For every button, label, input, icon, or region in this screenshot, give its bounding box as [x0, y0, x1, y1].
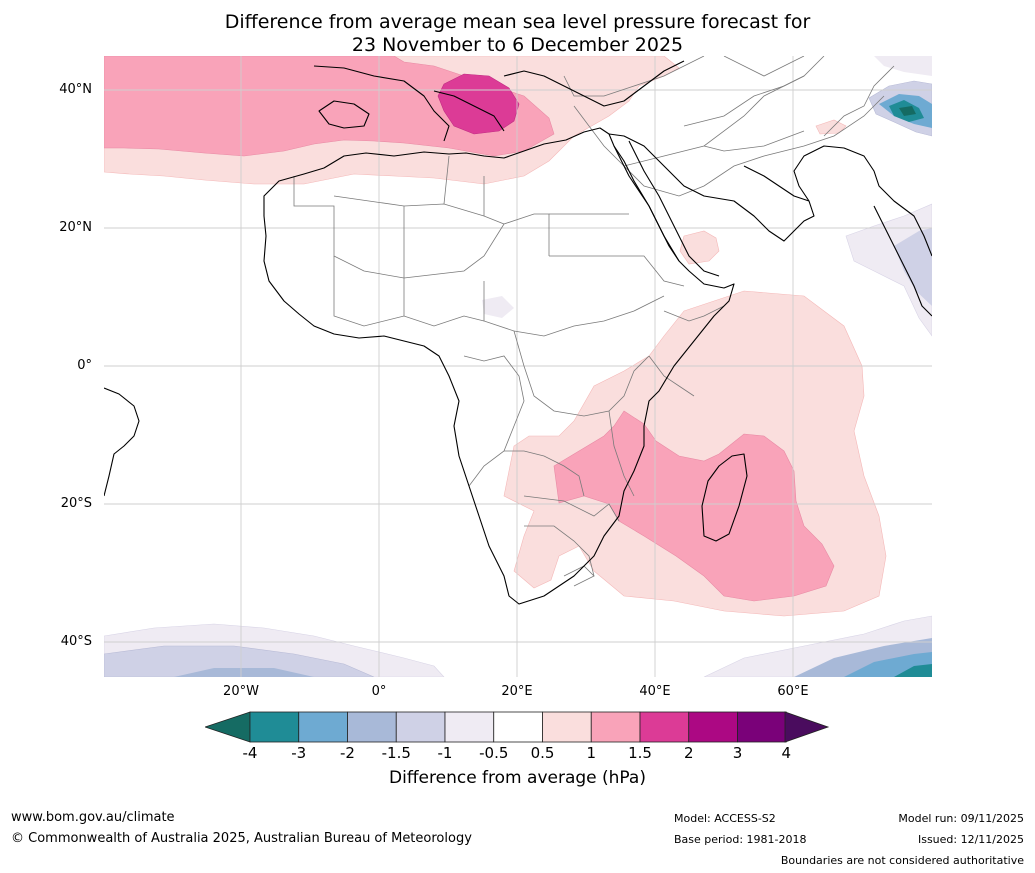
colorbar-tick-label: -4 — [242, 744, 258, 762]
map-title-line1: Difference from average mean sea level p… — [224, 11, 811, 33]
red-sea-east-coast — [628, 140, 720, 277]
anomaly-contour-india-negative-2 — [894, 228, 932, 306]
colorbar-segment — [737, 711, 787, 743]
anomaly-contour-south-west-negative-2 — [104, 645, 375, 677]
map-title-line2: 23 November to 6 December 2025 — [351, 34, 684, 56]
lat-label-40n: 40°N — [59, 82, 92, 97]
colorbar-tick-label: 0.5 — [530, 744, 555, 762]
anomaly-contour-arabia-light — [679, 230, 720, 265]
pressure-anomaly-map — [104, 56, 932, 677]
issued-text: Issued: 12/11/2025 — [917, 833, 1024, 846]
lon-label-40e: 40°E — [639, 684, 671, 699]
india-coastline — [873, 205, 932, 317]
website-link[interactable]: www.bom.gov.au/climate — [11, 810, 175, 825]
graticule — [104, 56, 932, 677]
disclaimer-text: Boundaries are not considered authoritat… — [780, 854, 1024, 867]
colorbar-title: Difference from average (hPa) — [389, 768, 646, 788]
anomaly-contour-south-east-negative-4 — [894, 664, 932, 677]
anomaly-contour-africa-negative — [482, 296, 514, 318]
lon-label-0: 0° — [371, 684, 387, 699]
base-period-text: Base period: 1981-2018 — [674, 833, 807, 846]
colorbar-segment — [298, 711, 348, 743]
colorbar-segment — [590, 711, 641, 743]
colorbar-tick-label: -1.5 — [381, 744, 411, 762]
colorbar-tick-label: 2 — [683, 744, 694, 762]
africa-coastline — [263, 127, 735, 605]
arabia-coastline — [608, 133, 932, 257]
colorbar-segment — [688, 711, 738, 743]
model-run-text: Model run: 09/11/2025 — [898, 812, 1024, 825]
colorbar-segment — [493, 711, 543, 743]
anomaly-contour-south-west-negative-3 — [174, 668, 314, 677]
red-sea-west-coast — [613, 145, 680, 262]
colorbar-tick-label: -1 — [437, 744, 453, 762]
persian-gulf-coast — [743, 165, 810, 202]
madagascar-coastline — [701, 453, 748, 542]
colorbar-segment — [395, 711, 446, 743]
colorbar-tick-label: 1.5 — [628, 744, 652, 762]
colorbar-segment — [542, 711, 592, 743]
colorbar-tick-label: 1 — [586, 744, 597, 762]
colorbar-segment — [444, 711, 495, 743]
anomaly-contour-mozambique-medium — [553, 410, 835, 602]
lat-label-eq: 0° — [77, 358, 92, 373]
lat-label-40s: 40°S — [60, 634, 92, 649]
anomaly-contour-mediterranean-medium — [104, 56, 555, 157]
colorbar-tick-label: -2 — [340, 744, 355, 762]
anomaly-contour-iran-light — [815, 119, 847, 135]
lon-label-60e: 60°E — [777, 684, 809, 699]
anomaly-contour-north-east-negative — [874, 56, 932, 76]
colorbar-min-arrow — [205, 711, 251, 743]
colorbar — [205, 711, 830, 743]
colorbar-tick-label: 4 — [781, 744, 792, 762]
lat-label-20s: 20°S — [60, 496, 92, 511]
colorbar-tick-label: 3 — [732, 744, 743, 762]
colorbar-segment — [639, 711, 690, 743]
country-borders — [293, 56, 895, 587]
colorbar-max-arrow — [784, 711, 830, 743]
coastlines — [104, 60, 932, 605]
colorbar-segment — [249, 711, 300, 743]
colorbar-tick-label: -3 — [291, 744, 307, 762]
lat-label-20n: 20°N — [59, 220, 92, 235]
model-text: Model: ACCESS-S2 — [674, 812, 776, 825]
anomaly-contour-tibet-negative — [899, 106, 916, 116]
colorbar-segment — [347, 711, 397, 743]
lon-label-20w: 20°W — [223, 684, 259, 699]
colorbar-tick-label: -0.5 — [479, 744, 509, 762]
south-america-coastline — [104, 387, 140, 497]
copyright-text: © Commonwealth of Australia 2025, Austra… — [11, 831, 472, 846]
lon-label-20e: 20°E — [501, 684, 533, 699]
anomaly-contour-mediterranean-high — [437, 73, 520, 135]
europe-coastline — [313, 60, 685, 142]
